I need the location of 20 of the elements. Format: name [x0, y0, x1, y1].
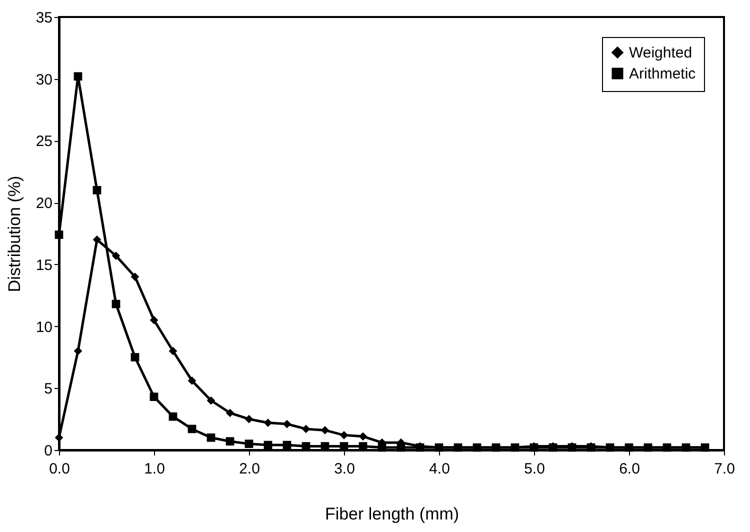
x-tick-label: 6.0 [619, 460, 640, 478]
y-tick-label: 5 [44, 380, 52, 398]
x-tick-label: 5.0 [524, 460, 545, 478]
legend-label: Weighted [629, 44, 692, 62]
x-tick-label: 7.0 [714, 460, 735, 478]
x-tick-label: 4.0 [429, 460, 450, 478]
x-tick-label: 0.0 [49, 460, 70, 478]
y-tick-label: 20 [36, 195, 52, 212]
y-tick-label: 0 [44, 442, 52, 460]
y-tick-label: 35 [36, 10, 52, 26]
y-tick-label: 25 [36, 133, 52, 150]
x-axis-title: Fiber length (mm) [324, 504, 460, 524]
y-axis-title: Distribution (%) [4, 176, 24, 292]
x-tick-label: 1.0 [144, 460, 165, 478]
y-tick-label: 15 [36, 256, 52, 274]
y-tick-label: 10 [36, 318, 52, 336]
y-tick-label: 30 [36, 71, 52, 88]
legend-label: Arithmetic [629, 66, 696, 82]
x-tick-label: 3.0 [334, 460, 355, 478]
x-tick-label: 2.0 [239, 460, 260, 478]
